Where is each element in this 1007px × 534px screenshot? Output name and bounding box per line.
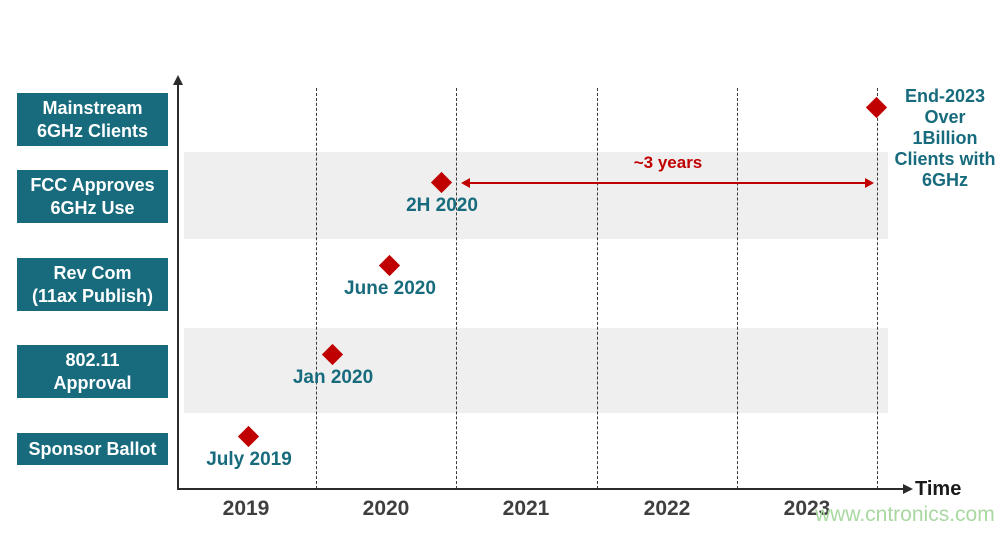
year-tick-label: 2022 — [643, 497, 691, 520]
row-label-box: Rev Com (11ax Publish) — [17, 258, 168, 311]
year-gridline — [737, 88, 738, 489]
year-gridline — [877, 88, 878, 489]
milestone-date-label: 2H 2020 — [406, 195, 478, 216]
year-tick-label: 2023 — [783, 497, 831, 520]
watermark: www.cntronics.com — [815, 503, 995, 526]
arrow-left-head-icon — [461, 178, 470, 188]
row-label-text: FCC Approves 6GHz Use — [30, 174, 155, 218]
year-tick-label: 2021 — [502, 497, 550, 520]
row-band — [184, 152, 888, 239]
milestone-diamond-marker — [378, 254, 401, 277]
milestone-date-label: June 2020 — [344, 278, 436, 299]
year-tick-label: 2020 — [362, 497, 410, 520]
row-label-box: FCC Approves 6GHz Use — [17, 170, 168, 223]
year-tick-label: 2019 — [222, 497, 270, 520]
row-label-text: Rev Com (11ax Publish) — [31, 262, 154, 306]
year-gridline — [316, 88, 317, 489]
row-band — [184, 328, 888, 413]
milestone-diamond-marker — [865, 96, 888, 119]
year-gridline — [456, 88, 457, 489]
x-axis-title: Time — [915, 478, 962, 500]
milestone-diamond-marker — [237, 425, 260, 448]
duration-annotation-label: ~3 years — [633, 153, 703, 172]
x-axis-line — [177, 488, 905, 490]
year-gridline — [597, 88, 598, 489]
duration-arrow-line — [468, 182, 868, 184]
y-axis-line — [177, 84, 179, 489]
milestone-date-label: Jan 2020 — [292, 367, 374, 388]
milestone-date-label: July 2019 — [206, 449, 292, 470]
y-axis-arrowhead-icon — [173, 75, 183, 85]
row-label-text: 802.11 Approval — [53, 349, 132, 393]
milestone-date-label: End-2023 Over 1Billion Clients with 6GHz — [894, 86, 996, 190]
row-label-text: Sponsor Ballot — [28, 438, 157, 459]
row-label-box: Mainstream 6GHz Clients — [17, 93, 168, 146]
arrow-right-head-icon — [865, 178, 874, 188]
row-label-box: Sponsor Ballot — [17, 433, 168, 465]
x-axis-arrowhead-icon — [903, 484, 913, 494]
row-label-text: Mainstream 6GHz Clients — [36, 97, 149, 141]
row-label-box: 802.11 Approval — [17, 345, 168, 398]
